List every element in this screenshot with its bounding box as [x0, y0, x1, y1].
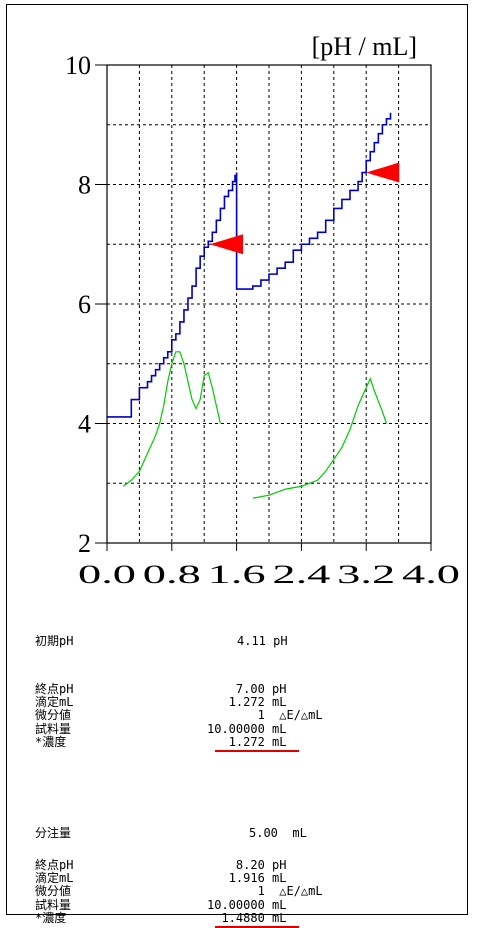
y-tick-label: 10: [65, 51, 91, 80]
report-row-value: 7.00 pH: [207, 682, 287, 696]
report-section: 初期pH 4.11 pH 終点pH 7.00 pH 滴定mL 1.272 mL 微分…: [7, 597, 467, 928]
report-row-label: 滴定mL: [35, 871, 74, 886]
report-frame: [pH / mL] 2 4 6 8 10 0.0 0.8 1.6 2.4 3.2 4.0 初期pH …: [6, 4, 468, 928]
report-row-label: *濃度: [35, 734, 67, 749]
report-row-label: 終点pH: [35, 682, 74, 696]
derivative-curve: [122, 351, 221, 487]
derivative-curve: [252, 377, 388, 499]
initial-ph-value: 4.11 pH: [237, 634, 288, 648]
report-row-label: 滴定mL: [35, 695, 74, 710]
report-row-value: 1.4880 mL: [207, 910, 287, 925]
report-row-label: 微分値: [35, 708, 72, 723]
ph-curve: [107, 112, 392, 418]
report-row-label: 終点pH: [35, 858, 74, 872]
x-tick-label: 0.8: [143, 560, 201, 589]
y-tick-label: 4: [78, 410, 91, 439]
y-tick-label: 2: [78, 529, 91, 558]
titration-chart: [pH / mL] 2 4 6 8 10 0.0 0.8 1.6 2.4 3.2 4.0: [65, 32, 460, 589]
y-tick-label: 6: [78, 290, 91, 319]
initial-ph-label: 初期pH: [35, 634, 74, 648]
endpoint-marker: [210, 234, 244, 255]
report-row-value: 8.20 pH: [207, 858, 287, 872]
unit-label: [pH / mL]: [312, 32, 417, 61]
x-tick-label: 1.6: [208, 560, 266, 589]
report-row-value: 1.272 mL: [207, 734, 287, 749]
report-row-value: 10.00000 mL: [207, 897, 287, 912]
report-row-label: 試料量: [35, 721, 72, 736]
x-tick-label: 3.2: [337, 560, 395, 589]
report-row-label: 試料量: [35, 897, 72, 912]
x-tick-label: 2.4: [272, 560, 330, 589]
concentration-underline: [215, 749, 299, 752]
dispense-label: 分注量: [35, 826, 72, 840]
concentration-underline: [215, 925, 299, 928]
y-tick-label: 8: [78, 171, 91, 200]
report-row-label: *濃度: [35, 910, 67, 925]
report-row-value: 1 △E/△mL: [207, 884, 323, 899]
report-row-label: 微分値: [35, 884, 72, 899]
endpoint-marker: [366, 162, 400, 183]
report-row-value: 1 △E/△mL: [207, 708, 323, 723]
x-tick-label: 0.0: [78, 560, 136, 589]
report-row-value: 1.272 mL: [207, 695, 287, 710]
x-tick-label: 4.0: [402, 560, 460, 589]
report-row-value: 10.00000 mL: [207, 721, 287, 736]
dispense-value: 5.00 mL: [249, 826, 307, 840]
report-row-value: 1.916 mL: [207, 871, 287, 886]
